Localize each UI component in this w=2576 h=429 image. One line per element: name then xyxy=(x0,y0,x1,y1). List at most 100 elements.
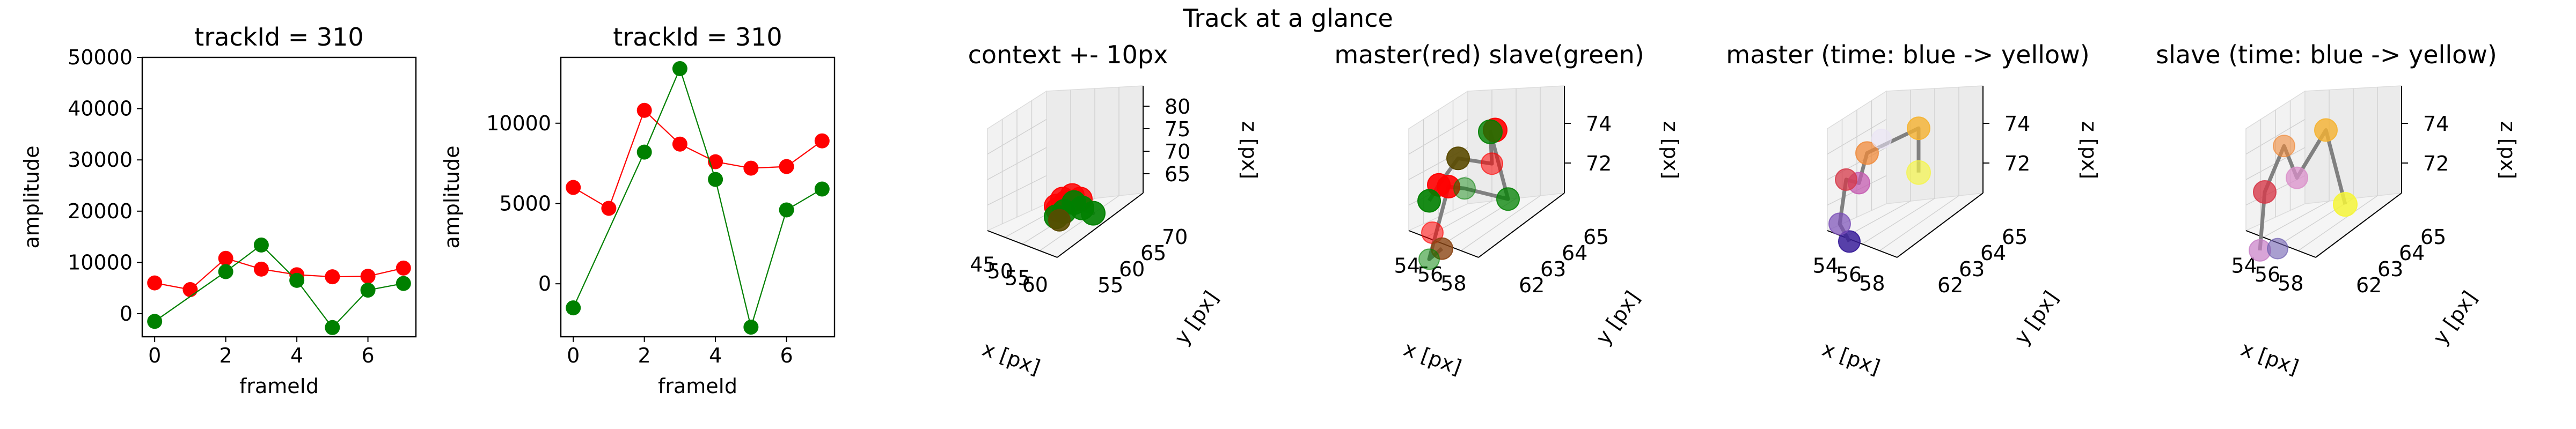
data-point xyxy=(743,320,759,335)
z-axis-label: z [px] xyxy=(2077,121,2101,179)
y-tick-label: 63 xyxy=(1959,257,1985,281)
chart-title: context +- 10px xyxy=(968,40,1168,69)
y-axis-label: amplitude xyxy=(20,145,43,248)
data-point xyxy=(566,180,581,195)
y-tick-label: 10000 xyxy=(486,112,551,135)
y-tick-label: 63 xyxy=(2377,257,2403,281)
chart-title: master (time: blue -> yellow) xyxy=(1726,40,2089,69)
y-tick-label: 64 xyxy=(1562,241,1587,265)
y-tick-label: 65 xyxy=(2002,225,2028,249)
z-tick-label: 75 xyxy=(1165,117,1190,141)
y-tick-label: 60 xyxy=(1119,257,1145,281)
data-point xyxy=(360,283,376,298)
x-axis-label: x [px] xyxy=(979,337,1043,379)
line-chart-1: 0 2 4 6 0 10000 20000 30000 40000 50000 trackId = … xyxy=(20,23,417,398)
data-point xyxy=(636,144,652,160)
data-point xyxy=(1855,141,1879,165)
y-tick-label: 0 xyxy=(120,302,133,326)
x-tick-label: 4 xyxy=(290,344,303,367)
y-axis-label: y [px] xyxy=(2428,287,2482,349)
data-point xyxy=(1048,209,1071,232)
chart-title: trackId = 310 xyxy=(194,23,363,51)
data-point xyxy=(218,264,233,279)
x-tick-label: 60 xyxy=(1022,273,1048,297)
plot-frame xyxy=(141,56,417,338)
x-tick-label: 56 xyxy=(2255,263,2280,286)
z-tick-label: 74 xyxy=(2004,112,2030,136)
data-point xyxy=(743,160,759,176)
y-axis-label: y [px] xyxy=(1591,287,1645,349)
x-axis-label: x [px] xyxy=(1401,337,1465,379)
grid-line xyxy=(2298,195,2378,252)
y-tick-label: 65 xyxy=(1583,225,1609,249)
plot-frame xyxy=(560,56,836,338)
data-point xyxy=(779,202,794,218)
x-tick-label: 54 xyxy=(1394,254,1419,277)
data-point xyxy=(2314,118,2338,142)
data-point xyxy=(636,102,652,118)
chart-title: slave (time: blue -> yellow) xyxy=(2156,40,2497,69)
y-tick-label: 5000 xyxy=(499,191,551,215)
z-tick-label: 65 xyxy=(1165,162,1190,186)
data-point xyxy=(566,300,581,316)
series-line xyxy=(573,66,823,330)
y-tick-label: 20000 xyxy=(68,199,133,223)
data-point xyxy=(1417,189,1441,213)
data-point xyxy=(1446,146,1470,171)
y-tick-label: 0 xyxy=(538,272,551,295)
z-tick-label: 80 xyxy=(1165,95,1190,119)
z-tick-label: 70 xyxy=(1165,140,1190,164)
data-point xyxy=(1453,177,1476,200)
data-point xyxy=(2273,135,2295,158)
data-point xyxy=(779,159,794,174)
grid-line xyxy=(1040,195,1119,252)
x-axis-label: x [px] xyxy=(1819,337,1883,379)
data-point xyxy=(1478,119,1503,144)
data-point xyxy=(1081,201,1106,226)
y-axis-label: y [px] xyxy=(2010,287,2063,349)
y-tick-label: 62 xyxy=(1937,273,1963,297)
data-point xyxy=(1906,160,1931,185)
data-point xyxy=(1871,129,1892,149)
grid-line xyxy=(1845,201,1911,238)
x-tick-label: 54 xyxy=(1812,254,1838,277)
data-point xyxy=(708,154,723,169)
y-tick-label: 62 xyxy=(1519,273,1545,297)
data-point xyxy=(253,261,269,277)
y-axis-line xyxy=(1478,193,1565,258)
y-axis-line xyxy=(1897,193,1984,258)
x-tick-label: 2 xyxy=(219,344,232,367)
y-axis-line xyxy=(1057,193,1144,258)
grid-line xyxy=(1862,198,1935,245)
y-tick-label: 65 xyxy=(1140,241,1166,265)
x-tick-label: 58 xyxy=(1440,272,1466,295)
data-point xyxy=(708,172,723,187)
data-point xyxy=(2267,238,2288,260)
y-tick-label: 65 xyxy=(2420,225,2446,249)
data-point xyxy=(1838,230,1861,253)
data-point xyxy=(814,133,830,149)
data-point xyxy=(1418,248,1440,270)
data-point xyxy=(2286,166,2308,189)
x-tick-label: 58 xyxy=(1859,272,1885,295)
data-point xyxy=(253,237,269,253)
x-tick-label: 58 xyxy=(2278,272,2303,295)
data-point xyxy=(147,275,163,291)
grid-line xyxy=(987,147,1047,180)
x-tick-label: 4 xyxy=(709,344,722,367)
x-tick-label: 56 xyxy=(1836,263,1862,286)
y-tick-label: 64 xyxy=(1980,241,2006,265)
data-point xyxy=(1496,187,1520,211)
z-tick-label: 72 xyxy=(1586,152,1612,175)
y-tick-label: 10000 xyxy=(68,250,133,274)
x-axis-label: frameId xyxy=(658,374,737,398)
y-tick-label: 64 xyxy=(2399,241,2425,265)
x-tick-label: 0 xyxy=(148,344,161,367)
data-point xyxy=(396,276,411,291)
y-tick-label: 62 xyxy=(2356,273,2382,297)
data-point xyxy=(360,269,376,284)
